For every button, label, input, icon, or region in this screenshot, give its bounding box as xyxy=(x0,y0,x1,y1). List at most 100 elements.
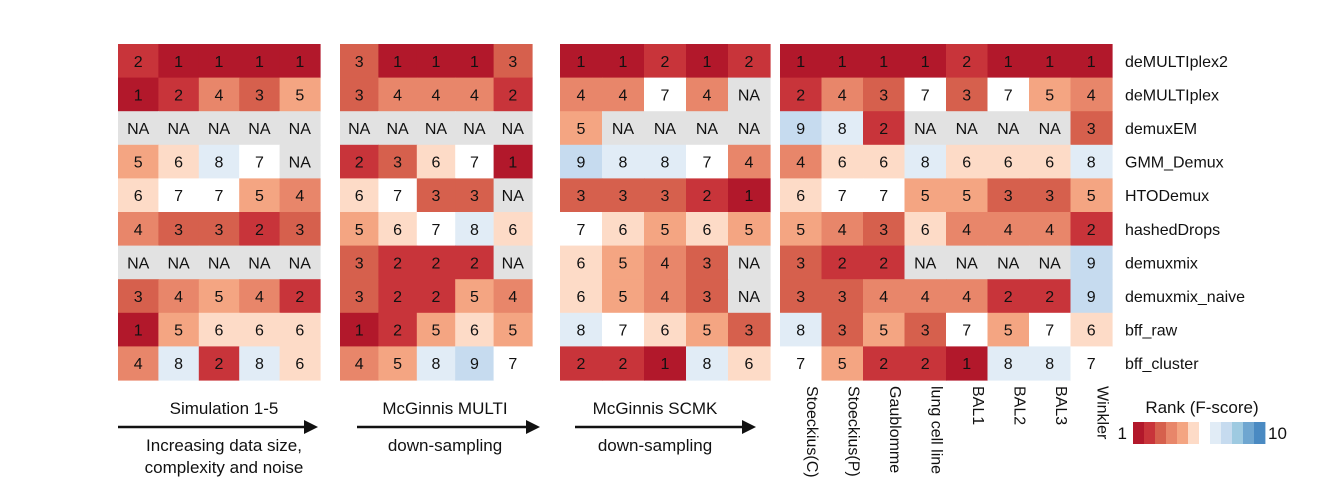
cell-rank-label: 2 xyxy=(432,289,441,306)
heatmap-cell xyxy=(198,77,240,112)
heatmap-cell xyxy=(904,111,947,146)
heatmap-cell xyxy=(904,44,947,79)
cell-rank-label: 6 xyxy=(838,155,847,172)
cell-rank-label: 7 xyxy=(393,188,402,205)
cell-rank-label: NA xyxy=(289,121,312,138)
cell-rank-label: 1 xyxy=(838,54,847,71)
cell-rank-label: 3 xyxy=(703,289,712,306)
heatmap-cell xyxy=(378,44,418,79)
heatmap-cell xyxy=(728,346,771,381)
cell-rank-label: 5 xyxy=(295,87,304,104)
heatmap-cell xyxy=(416,312,456,347)
row-label: hashedDrops xyxy=(1125,222,1220,239)
cell-rank-label: 1 xyxy=(355,323,364,340)
cell-rank-label: 5 xyxy=(962,188,971,205)
cell-rank-label: 2 xyxy=(295,289,304,306)
cell-rank-label: 4 xyxy=(432,87,441,104)
heatmap-cell xyxy=(1070,144,1113,179)
cell-rank-label: 9 xyxy=(470,356,479,373)
heatmap-block-real-datasets: 1 1 1 1 2 1 1 1 2 4 3 7 3 7 5 4 9 8 2 NA NA NA NA 3 4 6 6 8 6 6 6 8 6 7 7 5… xyxy=(780,44,1113,478)
heatmap-cell xyxy=(987,312,1030,347)
cell-rank-label: 1 xyxy=(134,87,143,104)
cell-rank-label: 1 xyxy=(393,54,402,71)
cell-rank-label: 4 xyxy=(174,289,183,306)
row-label: demuxEM xyxy=(1125,121,1197,138)
heatmap-cell xyxy=(158,178,200,213)
cell-rank-label: 3 xyxy=(470,188,479,205)
heatmap-cell xyxy=(455,44,495,79)
legend-color-step xyxy=(1199,422,1211,444)
heatmap-cell xyxy=(239,111,281,146)
heatmap-cell xyxy=(1070,44,1113,79)
cell-rank-label: 8 xyxy=(703,356,712,373)
heatmap-cell xyxy=(946,77,989,112)
cell-rank-label: 3 xyxy=(796,289,805,306)
cell-rank-label: 2 xyxy=(1087,222,1096,239)
cell-rank-label: 2 xyxy=(355,155,364,172)
cell-rank-label: 4 xyxy=(1045,222,1054,239)
heatmap-cell xyxy=(560,279,603,314)
heatmap-cell xyxy=(416,111,456,146)
heatmap-cell xyxy=(560,346,603,381)
heatmap-cell xyxy=(904,312,947,347)
cell-rank-label: NA xyxy=(463,121,486,138)
heatmap-cell xyxy=(1029,144,1072,179)
heatmap-cell xyxy=(239,312,281,347)
cell-rank-label: 1 xyxy=(619,54,628,71)
heatmap-cell xyxy=(644,245,687,280)
cell-rank-label: 2 xyxy=(879,356,888,373)
heatmap-cell xyxy=(455,312,495,347)
row-label: bff_raw xyxy=(1125,323,1178,340)
cell-rank-label: 2 xyxy=(393,323,402,340)
heatmap-cell xyxy=(416,346,456,381)
column-label: BAL1 xyxy=(969,386,986,425)
cell-rank-label: 4 xyxy=(661,289,670,306)
cell-rank-label: 6 xyxy=(295,356,304,373)
cell-rank-label: 2 xyxy=(838,255,847,272)
cell-rank-label: 9 xyxy=(1087,289,1096,306)
cell-rank-label: 1 xyxy=(796,54,805,71)
cell-rank-label: 4 xyxy=(355,356,364,373)
cell-rank-label: 1 xyxy=(745,188,754,205)
heatmap-cell xyxy=(821,44,864,79)
heatmap-cell xyxy=(118,245,159,280)
cell-rank-label: 5 xyxy=(838,356,847,373)
heatmap-cell xyxy=(728,77,771,112)
cell-rank-label: 2 xyxy=(255,222,264,239)
heatmap-cell xyxy=(1070,245,1113,280)
heatmap-cell xyxy=(455,245,495,280)
heatmap-cell xyxy=(493,279,533,314)
heatmap-cell xyxy=(821,178,864,213)
heatmap-cell xyxy=(239,144,281,179)
heatmap-cell xyxy=(728,279,771,314)
cell-rank-label: 7 xyxy=(838,188,847,205)
cell-rank-label: 6 xyxy=(174,155,183,172)
cell-rank-label: NA xyxy=(127,121,150,138)
heatmap-cell xyxy=(239,77,281,112)
heatmap-cell xyxy=(378,346,418,381)
column-label: Gaublomme xyxy=(886,386,903,473)
cell-rank-label: 3 xyxy=(1045,188,1054,205)
heatmap-cell xyxy=(239,245,281,280)
heatmap-cell xyxy=(863,312,906,347)
heatmap-cell xyxy=(560,212,603,247)
heatmap-cell xyxy=(780,144,823,179)
cell-rank-label: 6 xyxy=(703,222,712,239)
heatmap-cell xyxy=(904,346,947,381)
heatmap-cell xyxy=(340,245,379,280)
heatmap-cell xyxy=(158,44,200,79)
cell-rank-label: NA xyxy=(956,121,979,138)
heatmap-cell xyxy=(198,144,240,179)
arrow-caption-line: down-sampling xyxy=(388,436,502,455)
cell-rank-label: 4 xyxy=(1004,222,1013,239)
row-label: bff_cluster xyxy=(1125,356,1199,373)
cell-rank-label: 3 xyxy=(355,54,364,71)
heatmap-cell xyxy=(493,111,533,146)
heatmap-cell xyxy=(946,44,989,79)
heatmap-cell xyxy=(821,312,864,347)
heatmap-cell xyxy=(780,212,823,247)
cell-rank-label: 8 xyxy=(619,155,628,172)
cell-rank-label: NA xyxy=(612,121,635,138)
heatmap-cell xyxy=(1029,212,1072,247)
heatmap-cell xyxy=(493,144,533,179)
